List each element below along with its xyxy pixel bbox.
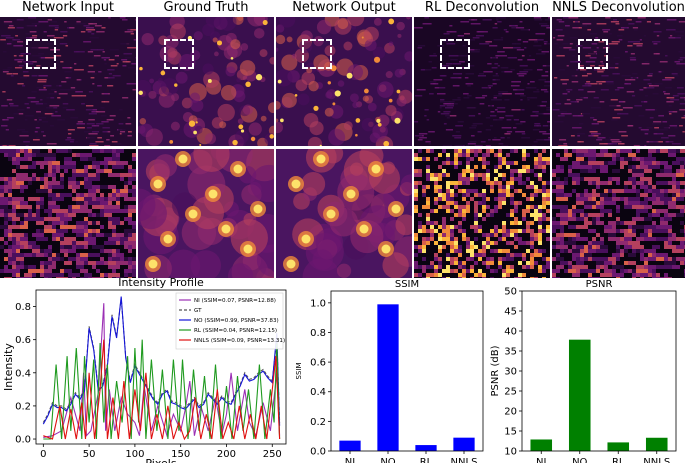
psnr-bar-nnls (645, 437, 668, 451)
ssim-ylabel: SSIM (295, 363, 303, 380)
profile-legend-label: NI (SSIM=0.07, PSNR=12.88) (194, 298, 276, 304)
psnr-ytick-label: 50 (504, 287, 517, 298)
ssim-ytick-label: 1.0 (310, 298, 326, 309)
ssim-bar-ni (339, 440, 361, 451)
psnr-ytick-label: 40 (504, 327, 517, 338)
psnr-ytick-label: 20 (504, 407, 517, 418)
profile-title: Intensity Profile (118, 276, 204, 289)
ssim-ytick-label: 0.0 (310, 447, 326, 458)
ssim-xtick-label: NI (345, 457, 355, 463)
ssim-ytick-label: 0.8 (310, 328, 326, 339)
rl-deconvolution-image (414, 17, 550, 146)
nnls-deconvolution-image (552, 17, 685, 146)
ssim-xtick-label: NO (380, 457, 395, 463)
psnr-xtick-label: NI (536, 457, 546, 463)
psnr-bar-no (568, 339, 591, 451)
profile-legend-label: GT (194, 308, 202, 314)
profile-ytick-label: 0.0 (15, 435, 31, 446)
ssim-bar-nnls (453, 437, 475, 451)
crop-box-ground-truth (164, 39, 194, 69)
network-output-zoom (276, 149, 412, 278)
ssim-bar-rl (415, 445, 437, 451)
title-ground-truth: Ground Truth (163, 0, 249, 15)
ssim-ytick-label: 0.6 (310, 358, 326, 369)
nnls-deconvolution-zoom (552, 149, 685, 278)
psnr-xtick-label: RL (612, 457, 625, 463)
psnr-ytick-label: 45 (504, 307, 517, 318)
title-network-output: Network Output (292, 0, 396, 15)
profile-xlabel: Pixels (145, 457, 176, 463)
ssim-ytick-label: 0.2 (310, 417, 326, 428)
profile-legend-label: NO (SSIM=0.99, PSNR=37.83) (194, 318, 279, 324)
psnr-axes-frame (521, 290, 677, 452)
crop-box-rl (440, 39, 470, 69)
psnr-ytick-label: 25 (504, 387, 517, 398)
profile-xtick-label: 0 (40, 449, 46, 460)
profile-ylabel: Intensity (2, 343, 15, 391)
crop-box-input (26, 39, 56, 69)
psnr-ylabel: PSNR (dB) (490, 345, 501, 396)
title-network-input: Network Input (21, 0, 115, 15)
network-input-zoom (0, 149, 136, 278)
profile-legend-box (175, 292, 284, 350)
psnr-xtick-label: NO (572, 457, 587, 463)
network-output-image (276, 17, 412, 146)
network-input-image (0, 17, 136, 146)
profile-series-line (43, 339, 281, 441)
ssim-axes-frame (330, 290, 484, 452)
psnr-xtick-label: NNLS (643, 457, 670, 463)
title-rl-deconvolution: RL Deconvolution (424, 0, 540, 15)
ssim-bar-no (377, 304, 399, 451)
ssim-xtick-label: NNLS (451, 457, 478, 463)
profile-xtick-label: 250 (263, 449, 282, 460)
profile-xtick-label: 150 (171, 449, 190, 460)
psnr-bar-rl (607, 442, 630, 451)
ground-truth-image (138, 17, 274, 146)
psnr-title: PSNR (586, 279, 613, 290)
profile-ytick-label: 0.4 (15, 368, 31, 379)
psnr-ytick-label: 15 (504, 427, 517, 438)
profile-ytick-label: 0.2 (15, 401, 31, 412)
profile-ytick-label: 0.6 (15, 335, 31, 346)
ssim-xtick-label: RL (420, 457, 433, 463)
profile-legend-label: RL (SSIM=0.04, PSNR=12.15) (194, 328, 277, 334)
profile-xtick-label: 200 (217, 449, 236, 460)
profile-legend-label: NNLS (SSIM=0.09, PSNR=13.31) (194, 338, 285, 344)
profile-xtick-label: 100 (125, 449, 144, 460)
psnr-ytick-label: 10 (504, 447, 517, 458)
title-nnls-deconvolution: NNLS Deconvolution (552, 0, 685, 15)
crop-box-nnls (578, 39, 608, 69)
psnr-ytick-label: 30 (504, 367, 517, 378)
ssim-ytick-label: 0.4 (310, 387, 326, 398)
ground-truth-zoom (138, 149, 274, 278)
psnr-bar-ni (530, 439, 553, 451)
ssim-title: SSIM (395, 279, 419, 290)
psnr-ytick-label: 35 (504, 347, 517, 358)
profile-ytick-label: 0.8 (15, 302, 31, 313)
profile-axes-frame (35, 289, 287, 445)
crop-box-output (302, 39, 332, 69)
profile-xtick-label: 50 (83, 449, 96, 460)
rl-deconvolution-zoom (414, 149, 550, 278)
